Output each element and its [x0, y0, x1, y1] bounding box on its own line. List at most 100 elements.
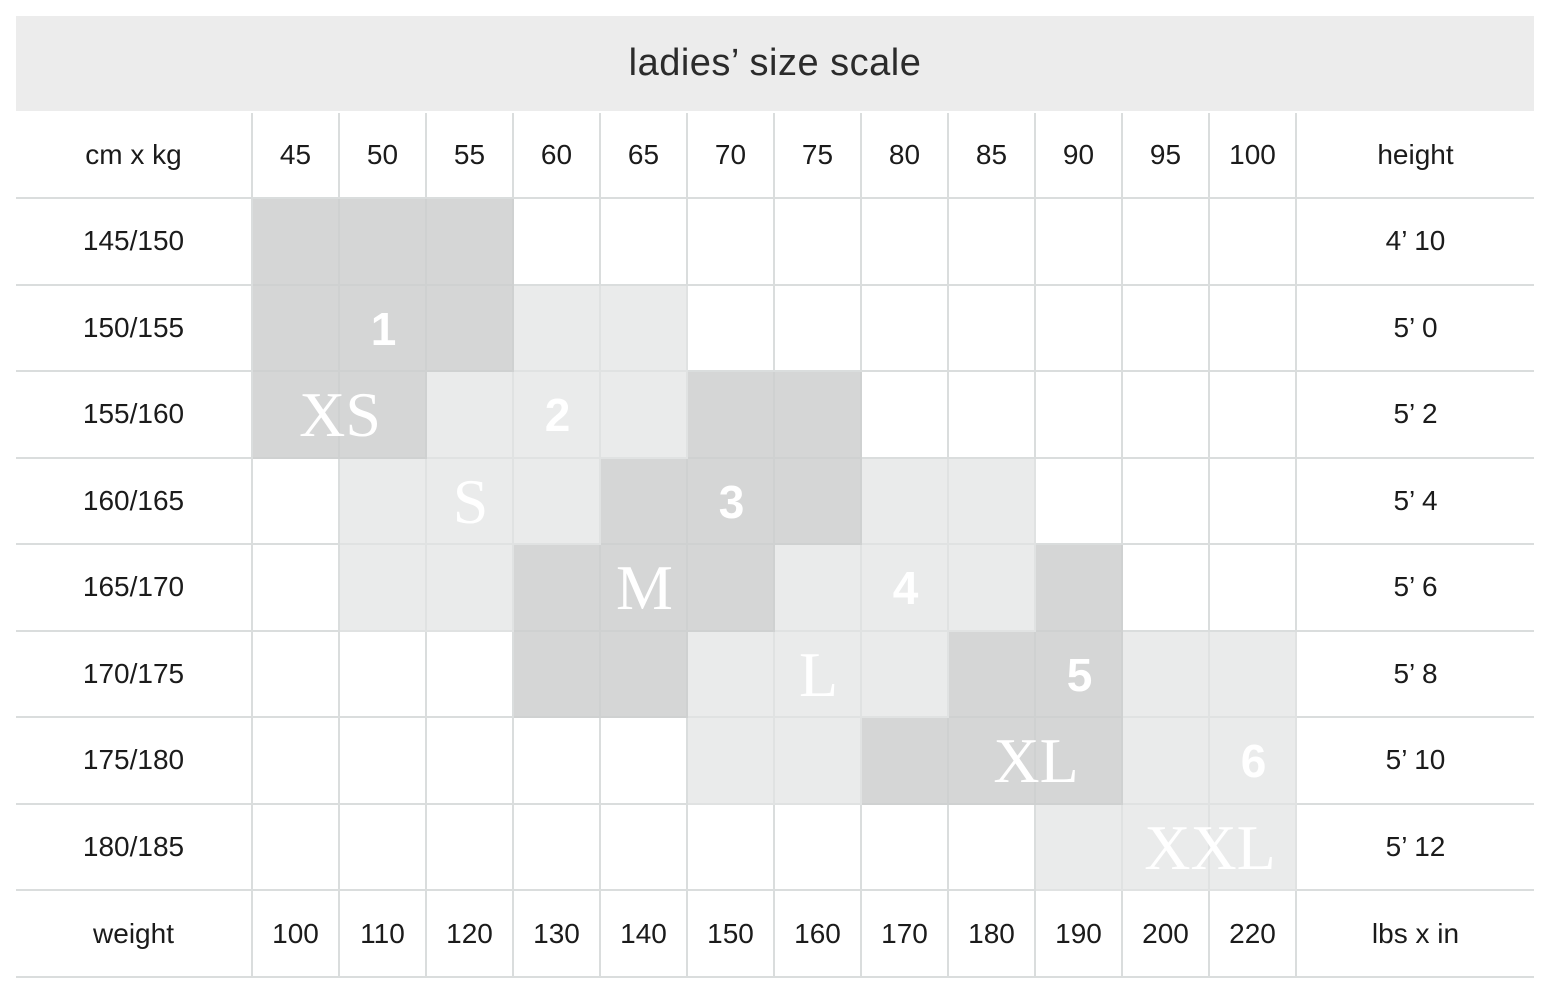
height-row-label: 5’ 8: [1297, 632, 1534, 718]
size-cell: [514, 458, 601, 545]
lbs-value-cell: 180: [949, 891, 1036, 978]
kg-header-cell: 75: [775, 113, 862, 199]
kg-header-cell: 55: [427, 113, 514, 199]
size-cell: [427, 631, 514, 718]
size-cell: [1210, 804, 1297, 891]
kg-header-cell: 70: [688, 113, 775, 199]
height-row-label: 5’ 2: [1297, 372, 1534, 459]
lbs-value-cell: 190: [1036, 891, 1123, 978]
lbs-value-cell: 140: [601, 891, 688, 978]
size-cell: [862, 372, 949, 459]
size-cell: [601, 458, 688, 545]
size-cell: [949, 372, 1036, 459]
size-cell: [1036, 458, 1123, 545]
lbs-value-cell: 150: [688, 891, 775, 978]
cm-row-label: 170/175: [16, 631, 253, 718]
size-cell: [1123, 631, 1210, 718]
cm-row-label: 145/150: [16, 199, 253, 286]
lbs-value-cell: 160: [775, 891, 862, 978]
size-cell: [340, 199, 427, 286]
size-cell: [253, 718, 340, 805]
size-cell: [601, 372, 688, 459]
size-cell: [427, 545, 514, 632]
size-cell: [427, 199, 514, 286]
size-cell: [862, 545, 949, 632]
size-cell: [862, 631, 949, 718]
cm-row-label: 180/185: [16, 804, 253, 891]
lbs-value-cell: 130: [514, 891, 601, 978]
size-cell: [601, 718, 688, 805]
size-cell: [253, 804, 340, 891]
size-cell: [340, 631, 427, 718]
size-cell: [688, 285, 775, 372]
size-scale-table: ladies’ size scale cm x kg 45 50 55 60 65 70 75…: [16, 16, 1534, 978]
size-grid: cm x kg 45 50 55 60 65 70 75 80 85 90 95 100 height 14…: [16, 113, 1534, 978]
height-row-label: 5’ 10: [1297, 718, 1534, 805]
size-cell: [1210, 718, 1297, 805]
height-row-label: 5’ 4: [1297, 459, 1534, 545]
size-cell: [1123, 804, 1210, 891]
size-cell: [514, 804, 601, 891]
size-cell: [514, 718, 601, 805]
size-cell: [253, 199, 340, 286]
size-cell: [1123, 372, 1210, 459]
size-cell: [601, 631, 688, 718]
height-row-label: 4’ 10: [1297, 199, 1534, 286]
lbs-value-cell: 120: [427, 891, 514, 978]
size-cell: [1210, 458, 1297, 545]
height-row-label: 5’ 6: [1297, 545, 1534, 632]
size-cell: [1210, 199, 1297, 286]
height-row-label: 5’ 12: [1297, 805, 1534, 891]
size-cell: [1210, 631, 1297, 718]
kg-header-cell: 80: [862, 113, 949, 199]
size-cell: [1036, 545, 1123, 632]
size-cell: [862, 458, 949, 545]
size-cell: [775, 372, 862, 459]
size-cell: [1123, 458, 1210, 545]
size-cell: [1036, 804, 1123, 891]
kg-header-cell: 45: [253, 113, 340, 199]
cm-row-label: 155/160: [16, 372, 253, 459]
size-cell: [862, 804, 949, 891]
size-cell: [427, 458, 514, 545]
kg-header-cell: 50: [340, 113, 427, 199]
size-cell: [949, 804, 1036, 891]
size-cell: [862, 285, 949, 372]
kg-header-cell: 90: [1036, 113, 1123, 199]
size-cell: [949, 631, 1036, 718]
size-cell: [775, 285, 862, 372]
size-cell: [253, 458, 340, 545]
size-cell: [340, 718, 427, 805]
cm-row-label: 165/170: [16, 545, 253, 632]
size-cell: [949, 199, 1036, 286]
size-cell: [340, 458, 427, 545]
kg-header-cell: 60: [514, 113, 601, 199]
size-cell: [688, 631, 775, 718]
size-cell: [427, 285, 514, 372]
size-cell: [340, 804, 427, 891]
size-cell: [514, 545, 601, 632]
size-cell: [1036, 372, 1123, 459]
size-cell: [775, 804, 862, 891]
size-cell: [427, 804, 514, 891]
size-cell: [427, 718, 514, 805]
size-cell: [949, 458, 1036, 545]
size-cell: [688, 804, 775, 891]
size-cell: [775, 458, 862, 545]
size-cell: [862, 199, 949, 286]
lbs-value-cell: 110: [340, 891, 427, 978]
kg-header-cell: 65: [601, 113, 688, 199]
size-cell: [253, 285, 340, 372]
lbs-value-cell: 170: [862, 891, 949, 978]
size-cell: [340, 285, 427, 372]
corner-lbs-x-in: lbs x in: [1297, 891, 1534, 978]
size-cell: [1210, 285, 1297, 372]
corner-height: height: [1297, 113, 1534, 199]
size-cell: [775, 199, 862, 286]
size-cell: [688, 372, 775, 459]
size-cell: [1036, 718, 1123, 805]
size-cell: [1123, 545, 1210, 632]
size-cell: [688, 545, 775, 632]
size-cell: [340, 545, 427, 632]
size-cell: [427, 372, 514, 459]
